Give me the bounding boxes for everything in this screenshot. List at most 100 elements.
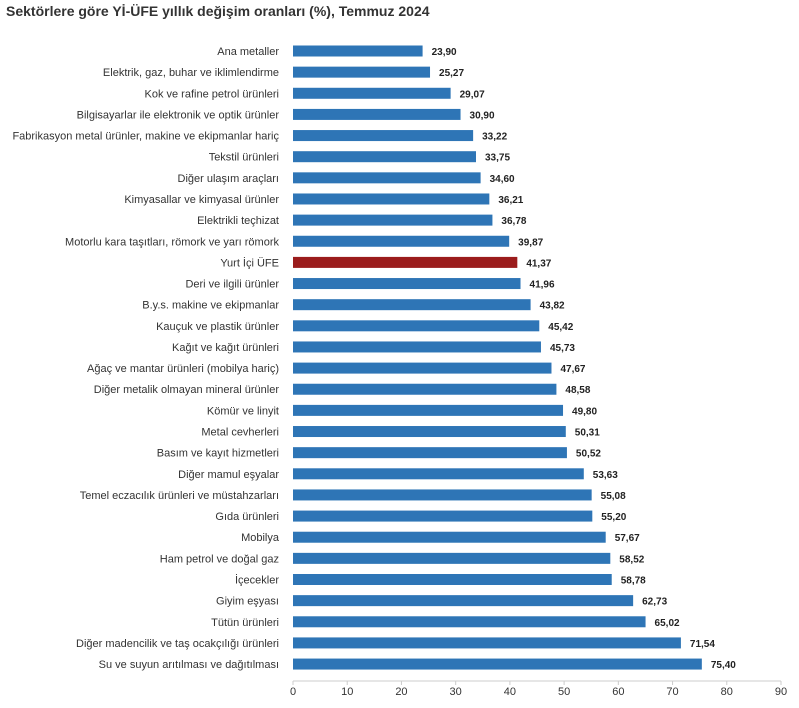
bar (293, 256, 518, 268)
value-label: 48,58 (565, 385, 590, 396)
category-label: Gıda ürünleri (215, 511, 279, 523)
x-tick-label: 30 (450, 686, 462, 698)
value-label: 29,07 (460, 89, 485, 100)
value-label: 65,02 (655, 618, 680, 629)
category-label: Fabrikasyon metal ürünler, makine ve eki… (12, 131, 279, 143)
x-tick-label: 20 (395, 686, 407, 698)
category-label: Ağaç ve mantar ürünleri (mobilya hariç) (87, 363, 279, 375)
category-label: Kağıt ve kağıt ürünleri (172, 342, 279, 354)
bar (293, 447, 567, 459)
bar (293, 214, 493, 226)
x-tick-label: 50 (558, 686, 570, 698)
category-label: Metal cevherleri (201, 427, 279, 439)
category-label: Kömür ve linyit (207, 405, 279, 417)
value-label: 50,52 (576, 449, 601, 460)
bar (293, 151, 476, 163)
bar (293, 404, 564, 416)
value-label: 47,67 (560, 364, 585, 375)
category-label: Mobilya (241, 532, 280, 544)
bar (293, 489, 592, 501)
value-label: 33,75 (485, 153, 510, 164)
x-tick-label: 80 (721, 686, 733, 698)
bar (293, 235, 510, 247)
value-label: 23,90 (432, 47, 457, 58)
category-label: Bilgisayarlar ile elektronik ve optik ür… (77, 109, 280, 121)
bar (293, 552, 611, 564)
value-label: 34,60 (490, 174, 515, 185)
x-tick-label: 10 (341, 686, 353, 698)
bar (293, 87, 451, 99)
bar (293, 637, 681, 649)
category-label: Yurt İçi ÜFE (220, 256, 279, 269)
value-label: 41,37 (526, 258, 551, 269)
category-label: Diğer metalik olmayan mineral ürünler (94, 384, 280, 396)
category-label: Diğer mamul eşyalar (178, 469, 279, 481)
bar (293, 299, 531, 311)
x-tick-label: 0 (290, 686, 296, 698)
bar (293, 595, 634, 607)
value-label: 50,31 (575, 428, 600, 439)
category-label: Kok ve rafine petrol ürünleri (144, 88, 279, 100)
category-label: İçecekler (235, 574, 279, 587)
value-label: 41,96 (530, 280, 555, 291)
bar (293, 193, 490, 205)
category-label: Ana metaller (217, 46, 279, 58)
bar (293, 468, 584, 480)
bar (293, 362, 552, 374)
category-label: Kimyasallar ve kimyasal ürünler (124, 194, 279, 206)
category-label: Diğer madencilik ve taş ocakçılığı ürünl… (76, 638, 279, 650)
bar (293, 574, 612, 585)
category-label: B.y.s. makine ve ekipmanlar (142, 300, 279, 312)
category-label: Tütün ürünleri (211, 617, 279, 629)
x-tick-label: 70 (666, 686, 678, 698)
value-label: 62,73 (642, 597, 667, 608)
bar (293, 320, 540, 332)
category-label: Tekstil ürünleri (209, 152, 279, 164)
value-label: 25,27 (439, 68, 464, 79)
x-tick-label: 90 (775, 686, 787, 698)
bar (293, 383, 557, 395)
value-label: 55,08 (601, 491, 626, 502)
bar (293, 130, 474, 142)
value-label: 33,22 (482, 132, 507, 143)
value-label: 45,73 (550, 343, 575, 354)
category-label: Su ve suyun arıtılması ve dağıtılması (99, 659, 279, 671)
category-label: Ham petrol ve doğal gaz (160, 553, 279, 565)
bar (293, 341, 541, 353)
value-label: 53,63 (593, 470, 618, 481)
value-label: 36,21 (498, 195, 523, 206)
bar (293, 108, 461, 120)
category-label: Diğer ulaşım araçları (178, 173, 279, 185)
bar (293, 658, 702, 670)
x-tick-label: 40 (504, 686, 516, 698)
value-label: 58,78 (621, 576, 646, 587)
value-label: 57,67 (615, 533, 640, 544)
category-label: Motorlu kara taşıtları, römork ve yarı r… (65, 236, 279, 248)
value-label: 75,40 (711, 660, 736, 671)
bar (293, 66, 431, 78)
category-label: Kauçuk ve plastik ürünler (156, 321, 279, 333)
bar (293, 172, 481, 184)
category-label: Elektrikli teçhizat (197, 215, 279, 227)
x-tick-label: 60 (612, 686, 624, 698)
value-label: 43,82 (540, 301, 565, 312)
category-label: Giyim eşyası (216, 596, 279, 608)
value-label: 36,78 (501, 216, 526, 227)
bar (293, 278, 521, 290)
category-label: Elektrik, gaz, buhar ve iklimlendirme (103, 67, 279, 79)
bar (293, 510, 593, 522)
value-label: 49,80 (572, 406, 597, 417)
bar (293, 426, 566, 438)
value-label: 71,54 (690, 639, 715, 650)
category-label: Temel eczacılık ürünleri ve müstahzarlar… (80, 490, 279, 502)
value-label: 39,87 (518, 237, 543, 248)
bar (293, 531, 606, 543)
chart-title: Sektörlere göre Yİ-ÜFE yıllık değişim or… (6, 3, 430, 19)
category-label: Basım ve kayıt hizmetleri (157, 448, 279, 460)
bar (293, 616, 646, 628)
value-label: 58,52 (619, 554, 644, 565)
bar (293, 45, 423, 57)
category-label: Deri ve ilgili ürünler (185, 279, 279, 291)
value-label: 55,20 (601, 512, 626, 523)
